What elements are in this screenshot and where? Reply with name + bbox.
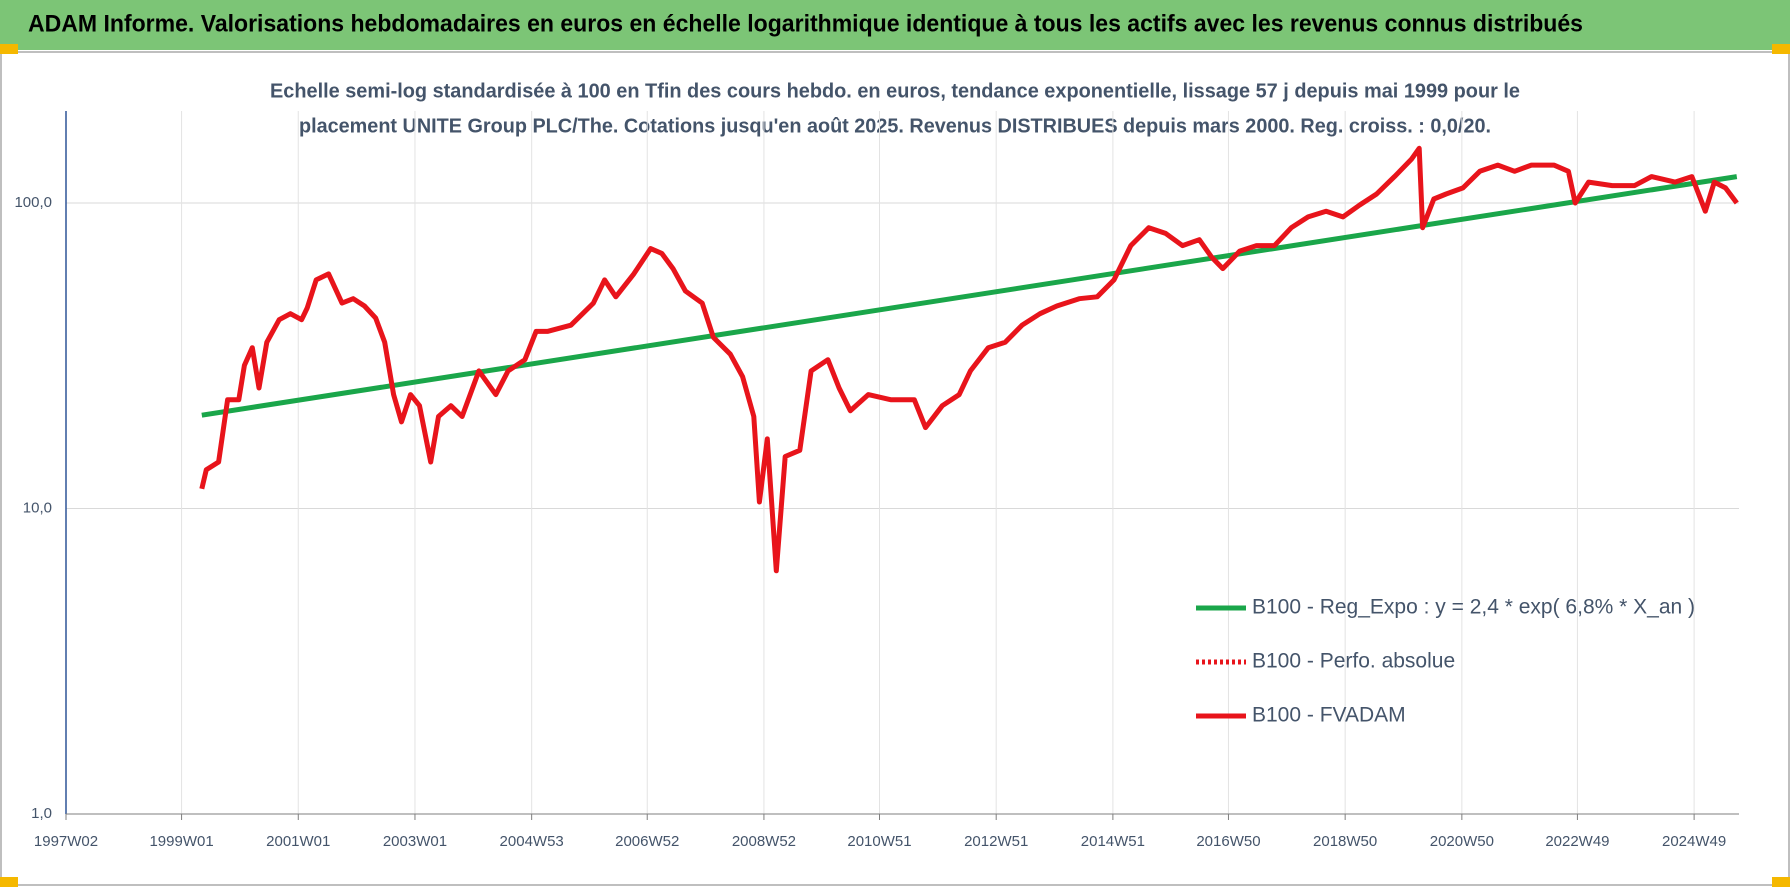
line-series — [199, 145, 1739, 574]
chart-subtitle: placement UNITE Group PLC/The. Cotations… — [299, 115, 1491, 137]
legend-label: B100 - FVADAM — [1252, 704, 1406, 727]
y-tick-label: 100,0 — [14, 194, 52, 211]
title-bar — [0, 0, 1790, 50]
corner — [1772, 44, 1790, 54]
x-tick-label: 2018W50 — [1313, 833, 1377, 850]
x-tick-label: 2020W50 — [1430, 833, 1494, 850]
chart-title: ADAM Informe. Valorisations hebdomadaire… — [28, 10, 1583, 37]
x-tick-label: 2008W52 — [732, 833, 796, 850]
x-tick-label: 2003W01 — [383, 833, 447, 850]
corner — [0, 877, 18, 887]
y-tick-label: 10,0 — [23, 499, 52, 516]
x-tick-label: 2010W51 — [847, 833, 911, 850]
x-tick-label: 2024W49 — [1662, 833, 1726, 850]
corner — [0, 44, 18, 54]
x-tick-label: 1999W01 — [149, 833, 213, 850]
x-tick-label: 2012W51 — [964, 833, 1028, 850]
line-series — [201, 174, 1738, 418]
chart-border — [0, 51, 1790, 886]
x-tick-label: 2016W50 — [1196, 833, 1260, 850]
x-tick-label: 2001W01 — [266, 833, 330, 850]
x-tick-label: 2006W52 — [615, 833, 679, 850]
chart-subtitle: Echelle semi-log standardisée à 100 en T… — [270, 80, 1520, 102]
legend-label: B100 - Perfo. absolue — [1252, 650, 1455, 673]
corner — [1772, 877, 1790, 887]
x-tick-label: 2014W51 — [1081, 833, 1145, 850]
x-tick-label: 2004W53 — [500, 833, 564, 850]
y-tick-label: 1,0 — [31, 805, 52, 822]
legend-label: B100 - Reg_Expo : y = 2,4 * exp( 6,8% * … — [1252, 596, 1695, 619]
x-tick-label: 1997W02 — [34, 833, 98, 850]
x-tick-label: 2022W49 — [1545, 833, 1609, 850]
